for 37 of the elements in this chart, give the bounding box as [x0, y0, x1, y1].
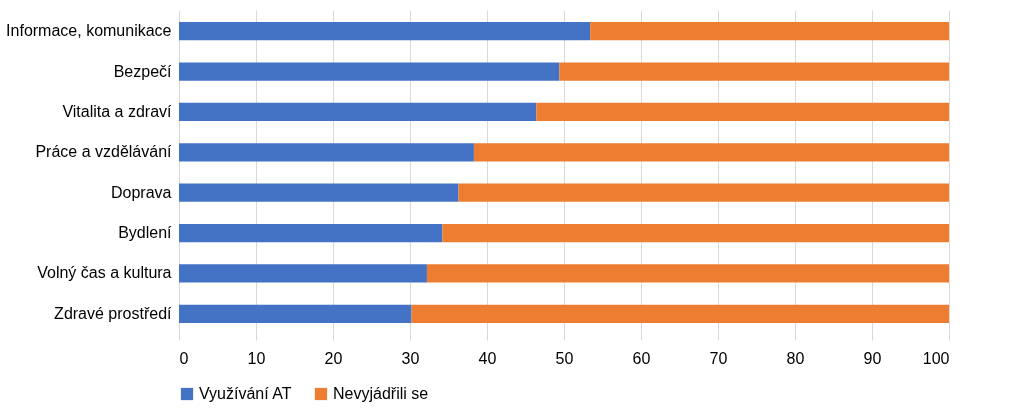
x-tick-label: 100: [922, 349, 950, 367]
x-tick-label: 40: [478, 349, 497, 367]
bar: [179, 264, 427, 283]
x-tick-label: 20: [324, 349, 343, 367]
bar: [559, 62, 949, 81]
x-tick-label: 10: [247, 349, 266, 367]
y-tick-label: Bydlení: [118, 224, 173, 242]
x-tick-label: 70: [709, 349, 728, 367]
bar: [179, 22, 591, 41]
y-tick-label: Informace, komunikace: [6, 22, 172, 40]
bar: [442, 223, 949, 243]
bar: [473, 143, 949, 162]
y-tick-label: Práce a vzdělávání: [35, 143, 173, 161]
bar: [179, 62, 560, 81]
bar: [536, 102, 949, 122]
bar: [411, 304, 949, 323]
y-tick-label: Zdravé prostředí: [54, 304, 173, 322]
x-tick-label: 30: [401, 349, 420, 367]
y-tick-label: Vitalita a zdraví: [62, 102, 173, 120]
bar: [426, 264, 949, 283]
y-tick-label: Volný čas a kultura: [37, 264, 172, 282]
bar: [590, 22, 949, 41]
legend-label: Nevyjádřili se: [333, 385, 429, 402]
x-tick-label: 0: [179, 349, 189, 367]
bar: [179, 183, 459, 202]
bar: [458, 183, 949, 202]
bar: [179, 304, 412, 323]
x-tick-label: 60: [632, 349, 651, 367]
x-tick-label: 50: [555, 349, 574, 367]
y-tick-label: Doprava: [111, 183, 172, 201]
bar: [179, 143, 474, 162]
bar: [179, 102, 537, 122]
x-tick-label: 90: [863, 349, 882, 367]
bar: [179, 223, 443, 243]
y-tick-label: Bezpečí: [113, 62, 173, 80]
x-tick-label: 80: [786, 349, 805, 367]
legend-label: Využívání AT: [199, 385, 292, 402]
